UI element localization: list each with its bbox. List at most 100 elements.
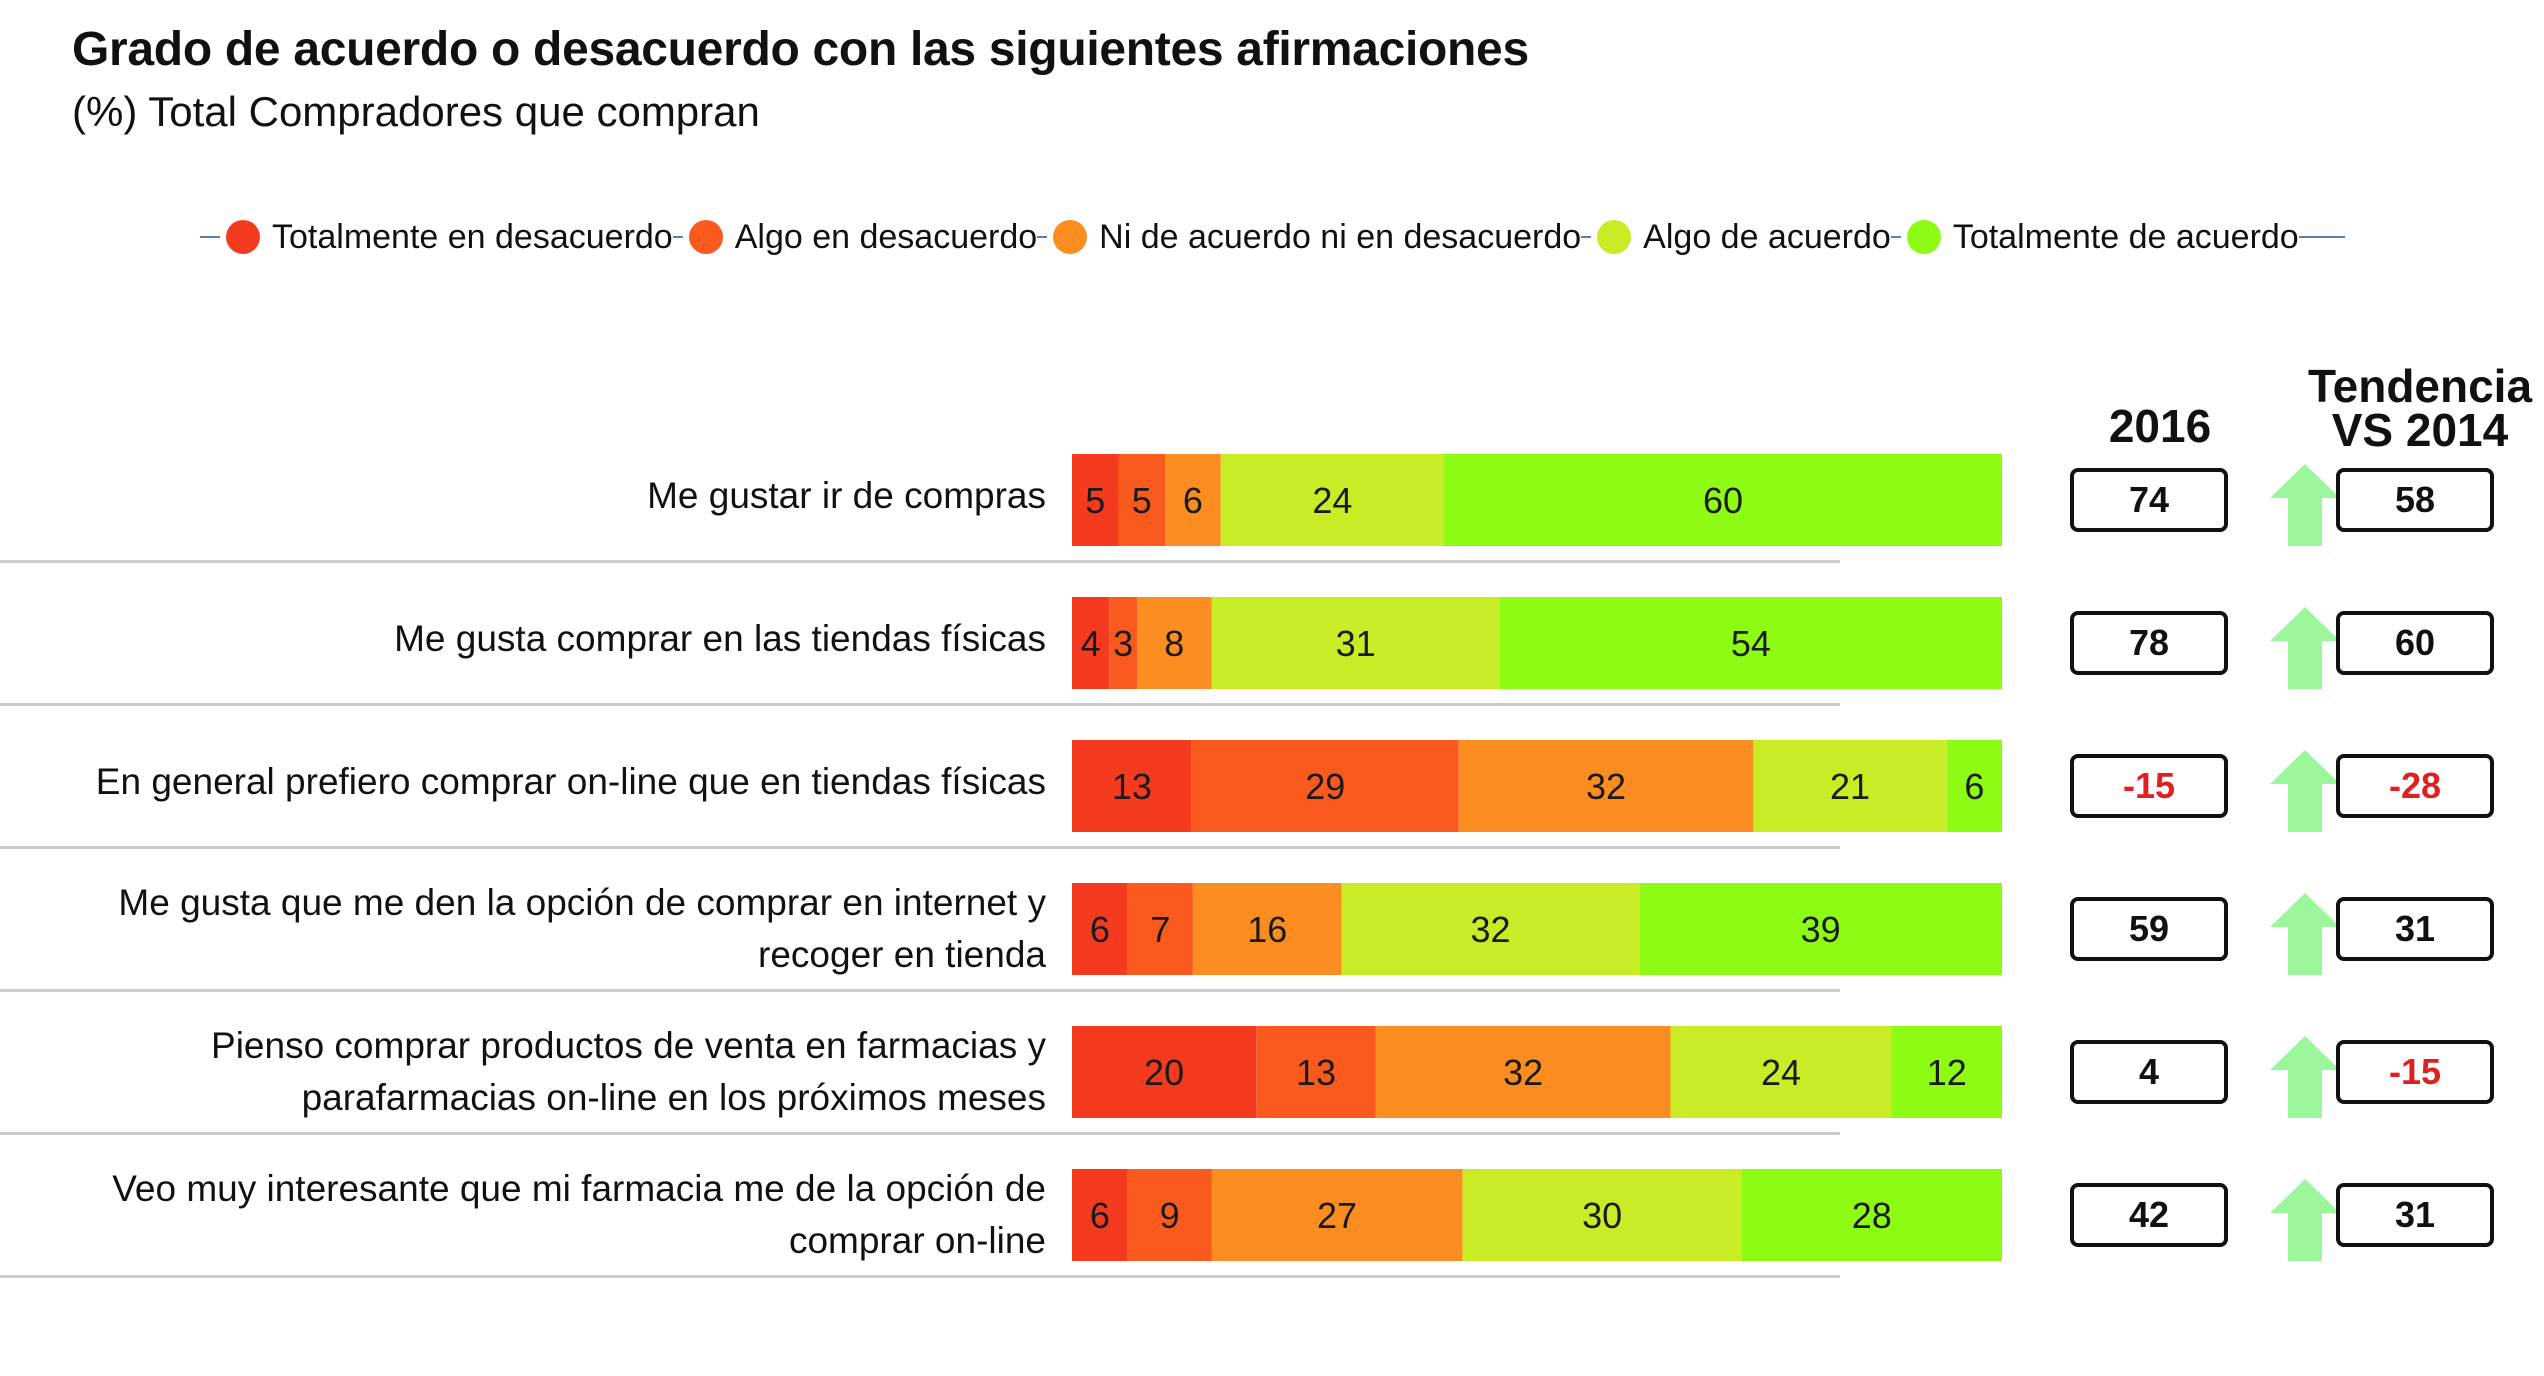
year-column-header: 2016 [2108, 400, 2212, 452]
legend-color-dot [1053, 220, 1088, 254]
bar-segment [1165, 454, 1221, 546]
bar-segment [1375, 1026, 1671, 1118]
bar-segment [1072, 740, 1192, 832]
legend-connector-line [2298, 236, 2345, 238]
chart-subtitle: (%) Total Compradores que compran [72, 88, 760, 135]
legend-color-dot [1597, 220, 1632, 254]
row-label-line: Pienso comprar productos de venta en far… [211, 1025, 1046, 1066]
row-label-line: recoger en tienda [758, 934, 1046, 975]
legend-connector-line [200, 236, 220, 238]
value-2016-box: 78 [2070, 611, 2228, 675]
value-2016-box: 4 [2070, 1040, 2228, 1104]
bar-segment [1072, 1026, 1257, 1118]
row-label-line: comprar on-line [788, 1220, 1046, 1261]
legend-connector-line [1037, 236, 1048, 238]
bar-segment [1462, 1169, 1742, 1261]
bar-value-label: 9 [1160, 1195, 1180, 1236]
value-2016-box: -15 [2070, 754, 2228, 818]
legend-color-dot [1906, 220, 1941, 254]
bar-value-label: 6 [1090, 909, 1110, 950]
bar-value-label: 6 [1183, 480, 1203, 521]
bar-value-label: 29 [1305, 766, 1345, 807]
bar-segment [1192, 883, 1342, 975]
bar-segment [1499, 597, 2002, 689]
bar-value-label: 13 [1112, 766, 1152, 807]
bar-value-label: 32 [1503, 1052, 1543, 1093]
bar-segment [1458, 740, 1754, 832]
legend-connector-line [1581, 236, 1592, 238]
bar-segment [1072, 454, 1119, 546]
row-label-line: Me gustar ir de compras [647, 475, 1046, 516]
row-label: Pienso comprar productos de venta en far… [26, 1020, 1046, 1124]
up-arrow-icon [2270, 750, 2340, 832]
bar-value-label: 20 [1144, 1052, 1184, 1093]
bar-value-label: 6 [1964, 766, 1984, 807]
bar-value-label: 24 [1312, 480, 1352, 521]
bar-value-label: 32 [1470, 909, 1510, 950]
bar-value-label: 21 [1830, 766, 1870, 807]
legend-color-dot [226, 220, 260, 254]
legend-item: Totalmente de acuerdo [1901, 218, 2299, 257]
legend-item: Totalmente en desacuerdo [220, 218, 673, 257]
chart-title: Grado de acuerdo o desacuerdo con las si… [72, 23, 1529, 76]
row-label-line: Veo muy interesante que mi farmacia me d… [112, 1168, 1046, 1209]
bar-segment [1211, 1169, 1463, 1261]
bar-segment [1191, 740, 1459, 832]
bar-segment [1137, 597, 1212, 689]
row-separator [0, 989, 1840, 992]
row-label: Veo muy interesante que mi farmacia me d… [26, 1163, 1046, 1267]
row-label: Me gusta que me den la opción de comprar… [26, 877, 1046, 981]
bar-segment [1072, 597, 1110, 689]
row-separator [0, 560, 1840, 563]
legend-connector-line [1890, 236, 1901, 238]
up-arrow-icon [2270, 464, 2340, 546]
up-arrow-icon [2270, 1179, 2340, 1261]
row-separator [0, 846, 1840, 849]
legend-item: Ni de acuerdo ni en desacuerdo [1047, 218, 1581, 257]
trend-header-line1: Tendencia [2307, 360, 2533, 412]
bar-segment [1256, 1026, 1376, 1118]
legend-label: Ni de acuerdo ni en desacuerdo [1099, 217, 1582, 256]
bar-segment [1220, 454, 1444, 546]
bar-value-label: 30 [1582, 1195, 1622, 1236]
legend-label: Totalmente en desacuerdo [272, 217, 673, 256]
bar-value-label: 5 [1085, 480, 1105, 521]
bar-value-label: 39 [1801, 909, 1841, 950]
bar-value-label: 27 [1317, 1195, 1357, 1236]
legend-item: Algo en desacuerdo [683, 218, 1037, 257]
bar-value-label: 3 [1113, 623, 1133, 664]
up-arrow-icon [2270, 893, 2340, 975]
bar-segment [1639, 883, 2002, 975]
row-label: Me gusta comprar en las tiendas físicas [26, 613, 1046, 665]
bar-value-label: 8 [1164, 623, 1184, 664]
row-label-line: En general prefiero comprar on-line que … [95, 761, 1046, 802]
value-2016-box: 42 [2070, 1183, 2228, 1247]
bar-segment [1946, 740, 2002, 832]
bar-segment [1127, 883, 1193, 975]
bar-segment [1109, 597, 1138, 689]
row-separator [0, 703, 1840, 706]
trend-vs-2014-box: 31 [2336, 1183, 2494, 1247]
legend-connector-line [672, 236, 683, 238]
trend-vs-2014-box: 31 [2336, 897, 2494, 961]
bar-value-label: 7 [1150, 909, 1170, 950]
bar-value-label: 5 [1132, 480, 1152, 521]
row-label: Me gustar ir de compras [26, 470, 1046, 522]
up-arrow-icon [2270, 607, 2340, 689]
legend-label: Algo en desacuerdo [734, 217, 1038, 256]
up-arrow-icon [2270, 1036, 2340, 1118]
trend-vs-2014-box: 60 [2336, 611, 2494, 675]
bar-segment [1072, 883, 1128, 975]
legend-label: Algo de acuerdo [1643, 217, 1891, 256]
row-separator [0, 1275, 1840, 1278]
row-label: En general prefiero comprar on-line que … [26, 756, 1046, 808]
bar-value-label: 60 [1703, 480, 1743, 521]
bar-segment [1741, 1169, 2002, 1261]
legend-label: Totalmente de acuerdo [1952, 217, 2299, 256]
legend-color-dot [688, 220, 723, 254]
bar-value-label: 6 [1090, 1195, 1110, 1236]
trend-header-line2: VS 2014 [2331, 404, 2509, 456]
bar-segment [1341, 883, 1640, 975]
bar-segment [1118, 454, 1165, 546]
